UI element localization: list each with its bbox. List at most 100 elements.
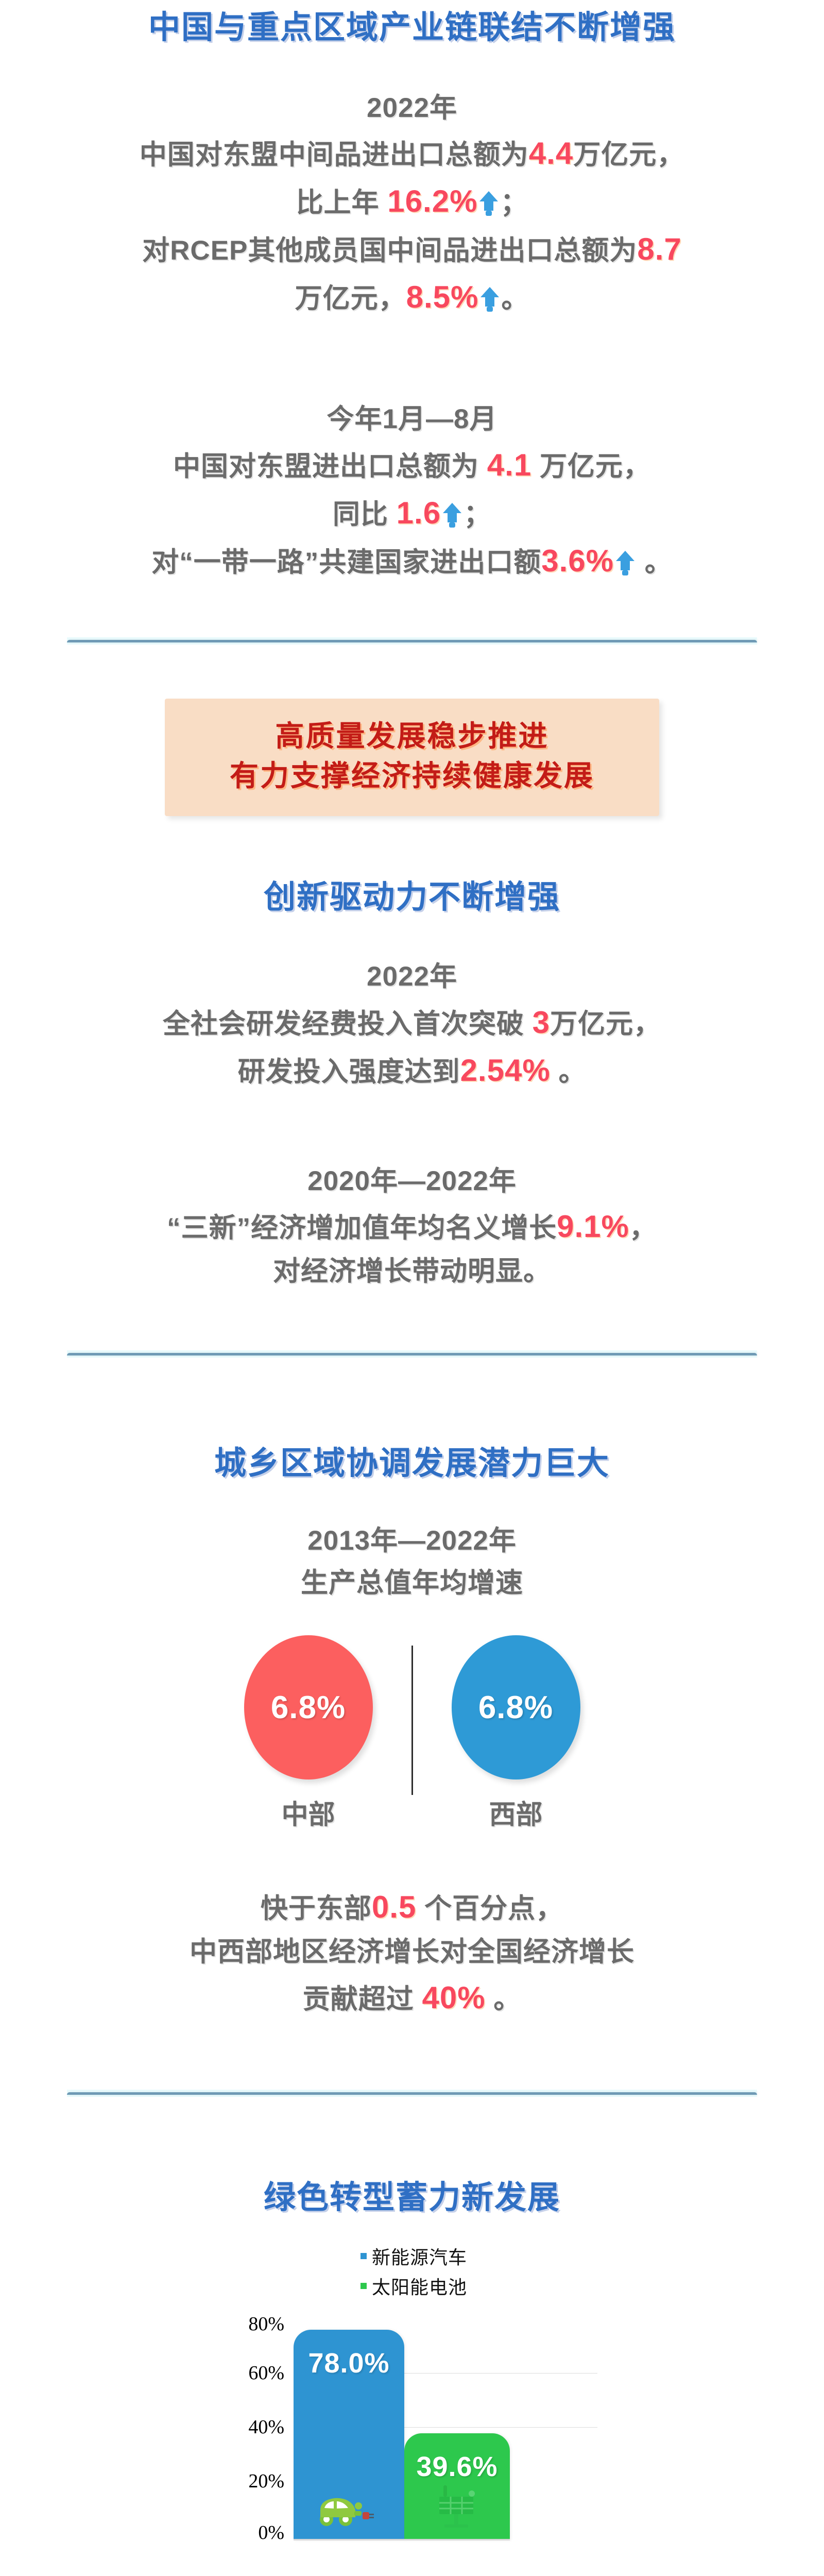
spacer — [0, 2216, 824, 2243]
period-label-line2: 生产总值年均增速 — [301, 1568, 523, 1599]
period-label: 2022年 — [367, 961, 457, 992]
stat-value: 40% — [422, 1980, 486, 2015]
stat-line: 研发投入强度达到2.54% 。 — [0, 1046, 824, 1094]
spacer — [0, 46, 824, 87]
stat-text: 。 — [501, 283, 529, 314]
chart-legend: 新能源汽车 太阳能电池 — [360, 2243, 597, 2299]
spacer — [0, 1832, 824, 1883]
stat-text: 。 — [558, 1056, 587, 1087]
section-title-supply-chain: 中国与重点区域产业链联结不断增强 — [148, 10, 676, 45]
regional-note: 快于东部0.5 个百分点， 中西部地区经济增长对全国经济增长 贡献超过 40% … — [0, 1883, 824, 2021]
stat-text: ， — [629, 1212, 657, 1243]
spacer — [0, 645, 824, 699]
stat-text: 中国对东盟进出口总额为 — [173, 451, 479, 482]
up-arrow-icon — [478, 190, 499, 217]
top-spacer — [0, 0, 824, 9]
stat-text: 贡献超过 — [302, 1984, 414, 2014]
spacer — [0, 1358, 824, 1445]
section-title-regional: 城乡区域协调发展潜力巨大 — [214, 1445, 610, 1481]
stat-line: “三新”经济增加值年均名义增长9.1%， — [0, 1202, 824, 1250]
stat-value: 3.6% — [541, 543, 614, 578]
bar-value-label: 39.6% — [416, 2451, 498, 2482]
ellipse-western: 6.8% — [451, 1635, 580, 1780]
y-tick: 60% — [248, 2362, 284, 2384]
stat-text: ； — [500, 188, 528, 218]
innovation-block-2: 2020年—2022年 “三新”经济增加值年均名义增长9.1%， 对经济增长带动… — [0, 1160, 824, 1293]
stat-text: “三新”经济增加值年均名义增长 — [167, 1212, 557, 1243]
stat-line: 贡献超过 40% 。 — [0, 1974, 824, 2022]
legend-swatch-green — [360, 2282, 367, 2289]
section-divider — [67, 1350, 757, 1358]
stat-text: 快于东部 — [260, 1893, 372, 1924]
ellipse-value: 6.8% — [478, 1689, 554, 1725]
legend-item-solar: 太阳能电池 — [360, 2273, 597, 2299]
banner-line-2: 有力支撑经济持续健康发展 — [230, 759, 594, 792]
stat-line: 中国对东盟中间品进出口总额为4.4万亿元， — [0, 129, 824, 177]
divider-bar — [67, 1352, 757, 1355]
stat-text: 万亿元， — [573, 140, 685, 171]
legend-item-ev: 新能源汽车 — [360, 2243, 597, 2269]
stat-text: 万亿元， — [295, 283, 406, 314]
spacer — [0, 1604, 824, 1635]
green-bar-chart: 新能源汽车 太阳能电池 80% 60% 40% 20% 0% 78.0% — [227, 2243, 597, 2544]
solar-panel-icon — [429, 2484, 486, 2531]
stat-text: 对“一带一路”共建国家进出口额 — [151, 547, 542, 578]
grid-line-60 — [294, 2372, 597, 2374]
stat-text: ； — [464, 499, 492, 530]
divider-bar — [67, 639, 757, 642]
legend-label: 新能源汽车 — [372, 2246, 468, 2268]
y-tick: 40% — [248, 2416, 284, 2438]
stat-value: 3 — [532, 1005, 551, 1040]
spacer — [0, 2022, 824, 2090]
supply-chain-block-2: 今年1月—8月 中国对东盟进出口总额为 4.1 万亿元， 同比 1.6 ； 对“一… — [0, 398, 824, 584]
regional-ellipse-chart: 6.8% 中部 6.8% 西部 — [0, 1635, 824, 1832]
divider-bar — [67, 2092, 757, 2095]
stat-line: 全社会研发经费投入首次突破 3万亿元， — [0, 998, 824, 1046]
up-arrow-icon — [615, 550, 636, 577]
spacer — [0, 585, 824, 637]
ellipse-label: 西部 — [489, 1800, 543, 1831]
stat-value: 8.5% — [406, 280, 479, 315]
legend-swatch-blue — [360, 2252, 367, 2259]
stat-text: 万亿元， — [550, 1008, 662, 1039]
ellipse-label: 中部 — [281, 1800, 335, 1831]
bar-ev: 78.0% — [294, 2329, 404, 2540]
up-arrow-icon — [442, 502, 462, 529]
bar-value-label: 78.0% — [308, 2347, 390, 2379]
y-tick: 0% — [258, 2521, 284, 2544]
stat-line: 万亿元，8.5% 。 — [0, 273, 824, 321]
up-arrow-icon — [479, 286, 500, 313]
period-label: 2022年 — [367, 93, 457, 124]
regional-period: 2013年—2022年 生产总值年均增速 — [0, 1520, 824, 1604]
period-label: 2020年—2022年 — [307, 1165, 517, 1196]
stat-line: 比上年 16.2% ； — [0, 177, 824, 225]
supply-chain-block-1: 2022年 中国对东盟中间品进出口总额为4.4万亿元， 比上年 16.2%； 对… — [0, 87, 824, 321]
stat-text: 中国对东盟中间品进出口总额为 — [139, 140, 529, 171]
spacer — [0, 916, 824, 956]
stat-value: 8.7 — [637, 232, 682, 267]
stat-line: 同比 1.6 ； — [0, 489, 824, 537]
spacer — [0, 1094, 824, 1160]
spacer — [0, 2097, 824, 2179]
chart-y-axis: 80% 60% 40% 20% 0% — [227, 2303, 288, 2544]
stat-text: 全社会研发经费投入首次突破 — [162, 1008, 524, 1039]
section-title-green: 绿色转型蓄力新发展 — [263, 2179, 560, 2215]
stat-line: 对RCEP其他成员国中间品进出口总额为8.7 — [0, 225, 824, 273]
chart-bars: 78.0% — [294, 2324, 510, 2540]
chart-baseline — [294, 2538, 510, 2540]
stat-value: 2.54% — [460, 1053, 551, 1088]
period-label: 今年1月—8月 — [327, 404, 497, 435]
spacer — [0, 1293, 824, 1350]
bar-solar: 39.6% — [404, 2433, 510, 2540]
stat-value: 9.1% — [557, 1209, 629, 1244]
section-divider — [67, 637, 757, 645]
innovation-block-1: 2022年 全社会研发经费投入首次突破 3万亿元， 研发投入强度达到2.54% … — [0, 956, 824, 1094]
spacer — [0, 1482, 824, 1520]
stat-line: 对“一带一路”共建国家进出口额3.6% 。 — [0, 537, 824, 585]
stat-text: 万亿元， — [539, 451, 651, 482]
ellipse-group-central: 6.8% 中部 — [205, 1635, 411, 1832]
section-divider — [67, 2089, 757, 2097]
stat-value: 16.2% — [387, 184, 478, 219]
spacer — [0, 816, 824, 879]
